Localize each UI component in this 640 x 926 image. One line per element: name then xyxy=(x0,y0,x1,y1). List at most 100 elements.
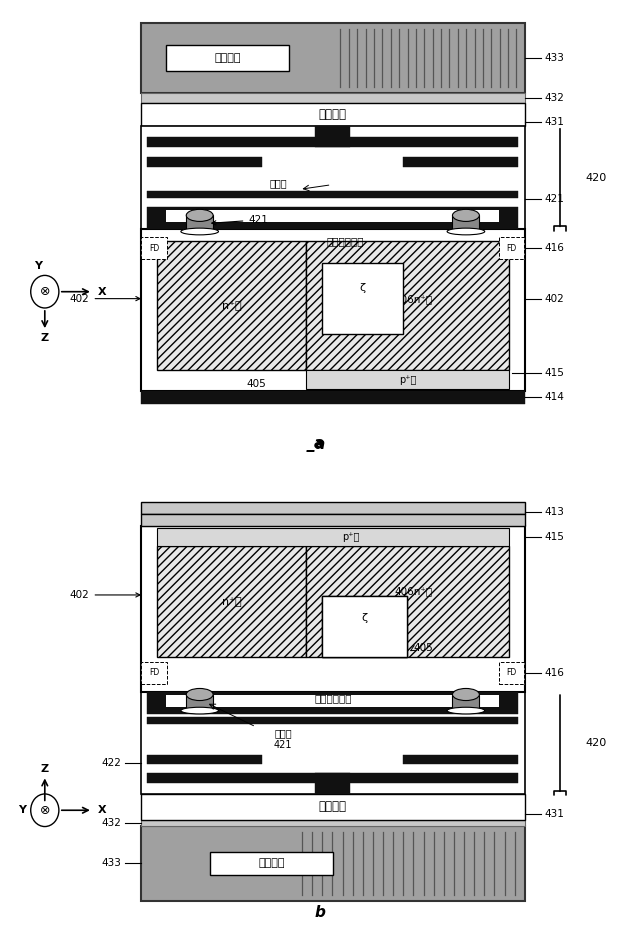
Text: X: X xyxy=(98,806,107,815)
Text: ⊗: ⊗ xyxy=(40,804,50,817)
Text: 405: 405 xyxy=(414,644,433,653)
Text: Y: Y xyxy=(19,806,26,815)
Bar xyxy=(166,45,289,70)
Bar xyxy=(141,391,525,404)
Text: 支持基板: 支持基板 xyxy=(214,53,241,63)
Text: 402: 402 xyxy=(544,294,564,304)
Text: 432: 432 xyxy=(544,93,564,103)
Ellipse shape xyxy=(452,209,479,221)
Text: 416: 416 xyxy=(544,244,564,253)
Bar xyxy=(166,694,499,707)
Bar xyxy=(322,596,408,657)
Text: p⁺層: p⁺層 xyxy=(399,375,416,384)
Text: ζ: ζ xyxy=(360,282,366,293)
Text: 413: 413 xyxy=(544,507,564,517)
Bar xyxy=(157,528,509,546)
Bar xyxy=(147,773,518,783)
Text: 406n⁺層: 406n⁺層 xyxy=(395,294,433,304)
Text: Y: Y xyxy=(35,261,42,271)
Bar xyxy=(322,596,408,657)
Text: 431: 431 xyxy=(544,809,564,819)
Text: 415: 415 xyxy=(544,368,564,378)
Text: X: X xyxy=(98,287,107,296)
Bar xyxy=(141,826,525,900)
Bar xyxy=(141,795,525,820)
Text: 402: 402 xyxy=(70,590,140,600)
Text: n⁺層: n⁺層 xyxy=(221,301,241,310)
Text: 433: 433 xyxy=(544,53,564,63)
Text: 絶縁層: 絶縁層 xyxy=(269,179,287,189)
Text: 433: 433 xyxy=(102,858,122,869)
Bar xyxy=(306,241,509,370)
Bar xyxy=(499,661,524,683)
Bar xyxy=(141,230,525,391)
Text: FD: FD xyxy=(506,244,516,253)
Bar xyxy=(141,661,167,683)
Text: 405: 405 xyxy=(246,380,266,389)
Text: 406n⁺層: 406n⁺層 xyxy=(395,586,433,595)
Bar xyxy=(157,241,306,370)
Text: 支持基板: 支持基板 xyxy=(258,858,285,869)
Bar xyxy=(157,546,306,657)
Bar xyxy=(499,237,524,259)
Text: Z: Z xyxy=(41,333,49,343)
Text: p⁺層: p⁺層 xyxy=(342,532,359,542)
Bar xyxy=(141,103,525,126)
Text: 420: 420 xyxy=(586,172,607,182)
Text: Z: Z xyxy=(41,764,49,773)
Text: 421: 421 xyxy=(544,194,564,204)
Text: 422: 422 xyxy=(102,757,122,768)
Bar xyxy=(147,693,518,715)
Bar xyxy=(141,93,525,103)
Bar xyxy=(147,157,262,167)
Text: 414: 414 xyxy=(544,393,564,403)
Bar xyxy=(147,191,518,198)
Ellipse shape xyxy=(447,228,484,235)
Ellipse shape xyxy=(31,794,59,827)
Bar xyxy=(322,263,403,334)
Bar xyxy=(186,694,213,710)
Bar xyxy=(315,126,351,146)
Bar xyxy=(147,717,518,724)
Bar xyxy=(166,210,499,222)
Bar xyxy=(141,126,525,229)
Bar xyxy=(306,370,509,389)
Bar xyxy=(403,755,518,764)
Ellipse shape xyxy=(447,707,484,714)
Bar xyxy=(210,852,333,875)
Bar xyxy=(141,820,525,826)
Text: ζ: ζ xyxy=(362,613,368,622)
Text: 421: 421 xyxy=(212,215,268,225)
Text: ホール蓄積部: ホール蓄積部 xyxy=(314,693,351,703)
Bar xyxy=(315,773,351,795)
Text: a: a xyxy=(315,437,325,452)
Bar xyxy=(141,237,167,259)
Text: FD: FD xyxy=(149,669,159,677)
Text: 402: 402 xyxy=(70,294,140,304)
Ellipse shape xyxy=(31,275,59,308)
Bar xyxy=(141,502,525,514)
Text: ̲a: ̲a xyxy=(315,437,325,452)
Ellipse shape xyxy=(186,688,213,701)
Bar xyxy=(147,755,262,764)
Text: ⊗: ⊗ xyxy=(40,285,50,298)
Text: 416: 416 xyxy=(544,668,564,678)
Ellipse shape xyxy=(181,228,218,235)
Bar xyxy=(141,693,525,795)
Bar xyxy=(147,206,518,229)
Bar xyxy=(147,136,518,146)
Bar xyxy=(452,216,479,232)
Ellipse shape xyxy=(186,209,213,221)
Ellipse shape xyxy=(452,688,479,701)
Text: 平坦化層: 平坦化層 xyxy=(319,108,347,121)
Text: 415: 415 xyxy=(544,532,564,542)
Text: 432: 432 xyxy=(102,818,122,828)
Text: 平坦化層: 平坦化層 xyxy=(319,800,347,813)
Bar xyxy=(141,525,525,693)
Bar xyxy=(403,157,518,167)
Bar xyxy=(141,23,525,93)
Text: 420: 420 xyxy=(586,738,607,748)
Text: 絶縁層
421: 絶縁層 421 xyxy=(274,728,292,750)
Bar xyxy=(452,694,479,710)
Bar xyxy=(186,216,213,232)
